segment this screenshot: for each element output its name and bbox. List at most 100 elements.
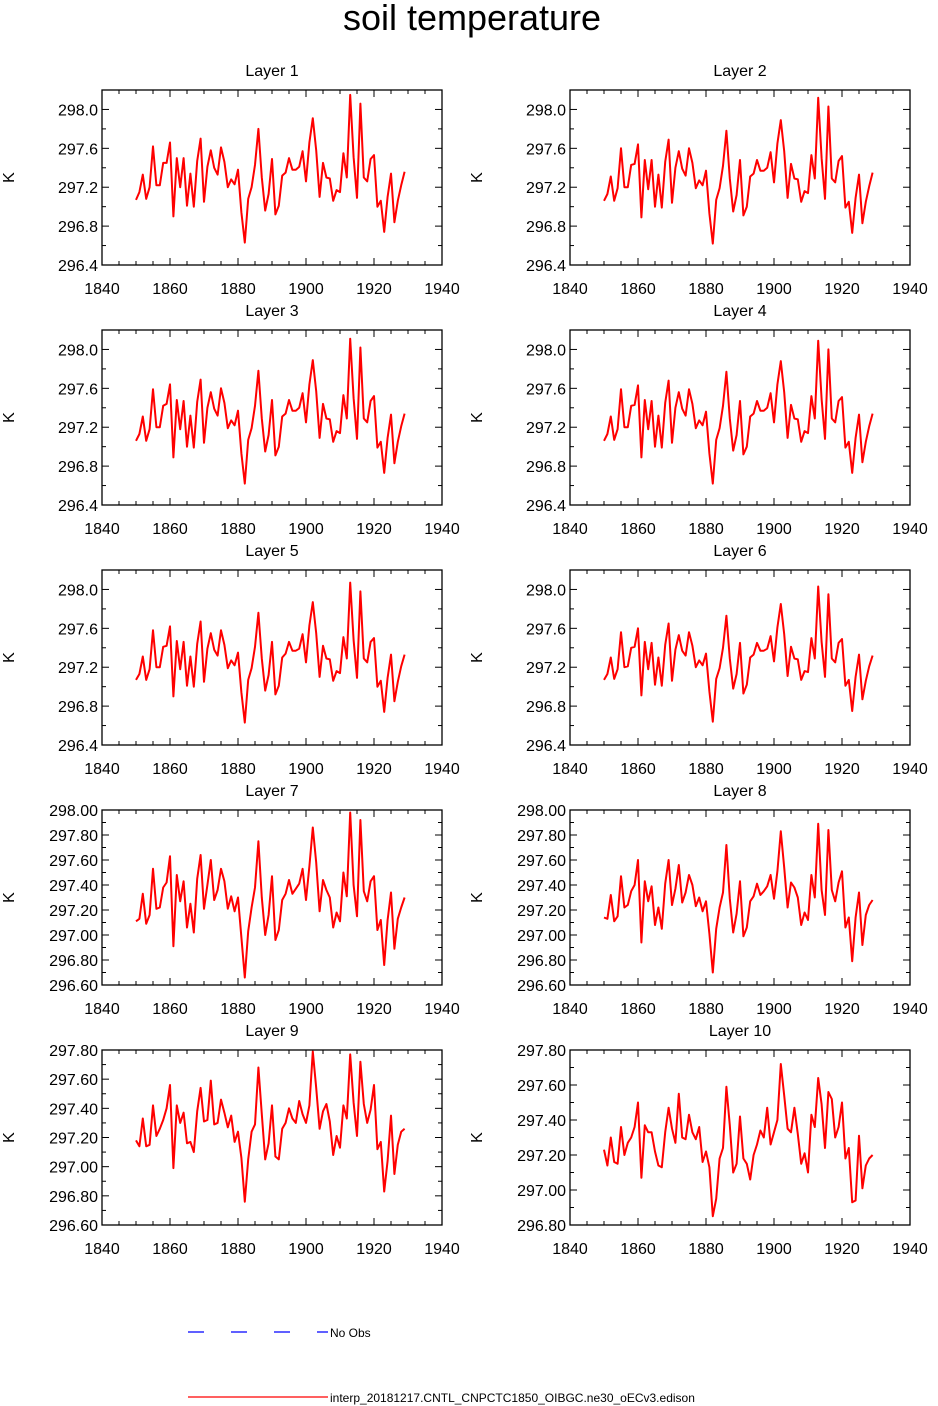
x-tick-label: 1840 xyxy=(84,761,120,778)
chart-panel-5: Layer 5 1840 1860 1880 1900 1920 1940 296.4 296.… xyxy=(1,543,460,778)
x-tick-label: 1940 xyxy=(424,1241,460,1258)
x-tick-label: 1840 xyxy=(552,761,588,778)
y-tick-label: 297.60 xyxy=(49,853,98,870)
y-tick-label: 296.8 xyxy=(526,219,566,236)
x-tick-label: 1920 xyxy=(356,281,392,298)
x-tick-label: 1860 xyxy=(152,1241,188,1258)
chart-title: Layer 3 xyxy=(245,303,298,320)
y-tick-label: 296.4 xyxy=(526,258,566,275)
legend-model-label: interp_20181217.CNTL_CNPCTC1850_OIBGC.ne… xyxy=(330,1391,695,1405)
y-axis-label: K xyxy=(1,172,18,183)
y-tick-label: 297.80 xyxy=(517,828,566,845)
y-tick-label: 297.2 xyxy=(526,420,566,437)
y-tick-label: 297.80 xyxy=(49,1043,98,1060)
plot-frame xyxy=(101,1049,443,1226)
chart-title: Layer 1 xyxy=(245,63,298,80)
chart-panel-2: Layer 2 1840 1860 1880 1900 1920 1940 296.4 296.… xyxy=(469,63,928,298)
chart-panel-8: Layer 8 1840 1860 1880 1900 1920 1940 296.60 296… xyxy=(469,783,928,1018)
x-tick-label: 1880 xyxy=(220,1241,256,1258)
x-tick-label: 1880 xyxy=(688,281,724,298)
series-line xyxy=(603,1063,874,1218)
x-tick-label: 1900 xyxy=(756,281,792,298)
legend-obs-label: No Obs xyxy=(330,1326,371,1340)
y-tick-label: 296.8 xyxy=(58,459,98,476)
x-tick-label: 1920 xyxy=(356,761,392,778)
y-tick-label: 298.0 xyxy=(58,102,98,119)
y-axis-label: K xyxy=(1,892,18,903)
y-tick-label: 298.0 xyxy=(526,582,566,599)
chart-panel-3: Layer 3 1840 1860 1880 1900 1920 1940 296.4 296.… xyxy=(1,303,460,538)
x-tick-label: 1900 xyxy=(288,1241,324,1258)
chart-title: Layer 7 xyxy=(245,783,298,800)
x-tick-label: 1900 xyxy=(288,1001,324,1018)
y-tick-label: 296.8 xyxy=(58,219,98,236)
y-tick-label: 296.80 xyxy=(49,953,98,970)
x-tick-label: 1920 xyxy=(356,521,392,538)
x-tick-label: 1900 xyxy=(756,521,792,538)
x-tick-label: 1940 xyxy=(892,1001,928,1018)
x-tick-label: 1920 xyxy=(356,1001,392,1018)
y-tick-label: 297.40 xyxy=(517,878,566,895)
x-tick-label: 1900 xyxy=(288,761,324,778)
y-tick-label: 297.2 xyxy=(58,180,98,197)
x-tick-label: 1940 xyxy=(892,1241,928,1258)
series-line xyxy=(135,337,406,485)
x-tick-label: 1860 xyxy=(152,761,188,778)
y-tick-label: 297.6 xyxy=(526,621,566,638)
x-tick-label: 1920 xyxy=(824,281,860,298)
y-tick-label: 298.00 xyxy=(49,803,98,820)
x-tick-label: 1840 xyxy=(84,521,120,538)
x-tick-label: 1880 xyxy=(220,281,256,298)
series-line xyxy=(135,93,406,244)
x-tick-label: 1860 xyxy=(152,521,188,538)
y-tick-label: 297.2 xyxy=(526,660,566,677)
y-tick-label: 296.60 xyxy=(517,978,566,995)
y-axis-label: K xyxy=(469,1132,486,1143)
y-tick-label: 297.6 xyxy=(58,621,98,638)
x-tick-label: 1860 xyxy=(620,281,656,298)
x-tick-label: 1940 xyxy=(892,761,928,778)
x-tick-label: 1920 xyxy=(356,1241,392,1258)
y-axis-label: K xyxy=(469,652,486,663)
x-tick-label: 1940 xyxy=(424,761,460,778)
legend: No Obs interp_20181217.CNTL_CNPCTC1850_O… xyxy=(188,1326,695,1405)
x-tick-label: 1840 xyxy=(84,281,120,298)
y-tick-label: 297.80 xyxy=(49,828,98,845)
x-tick-label: 1920 xyxy=(824,761,860,778)
x-tick-label: 1840 xyxy=(84,1241,120,1258)
y-tick-label: 296.8 xyxy=(526,699,566,716)
x-tick-label: 1880 xyxy=(688,761,724,778)
y-tick-label: 297.40 xyxy=(49,1101,98,1118)
x-tick-label: 1900 xyxy=(756,1001,792,1018)
x-tick-label: 1900 xyxy=(756,1241,792,1258)
y-tick-label: 297.6 xyxy=(526,381,566,398)
y-tick-label: 297.00 xyxy=(49,928,98,945)
y-axis-label: K xyxy=(469,892,486,903)
chart-title: Layer 4 xyxy=(713,303,766,320)
y-tick-label: 297.6 xyxy=(526,141,566,158)
chart-panel-1: Layer 1 1840 1860 1880 1900 1920 1940 296.4 296.… xyxy=(1,63,460,298)
x-tick-label: 1880 xyxy=(688,1001,724,1018)
x-tick-label: 1840 xyxy=(552,1241,588,1258)
x-tick-label: 1940 xyxy=(424,1001,460,1018)
y-axis-label: K xyxy=(469,412,486,423)
chart-panel-10: Layer 10 1840 1860 1880 1900 1920 1940 296.80 29… xyxy=(469,1023,928,1258)
series-line xyxy=(603,585,874,723)
x-tick-label: 1900 xyxy=(288,521,324,538)
x-tick-label: 1860 xyxy=(620,521,656,538)
chart-title: Layer 9 xyxy=(245,1023,298,1040)
x-tick-label: 1940 xyxy=(424,281,460,298)
y-tick-label: 296.80 xyxy=(517,1218,566,1235)
chart-title: Layer 2 xyxy=(713,63,766,80)
chart-title: Layer 8 xyxy=(713,783,766,800)
y-tick-label: 297.6 xyxy=(58,381,98,398)
y-tick-label: 297.40 xyxy=(49,878,98,895)
y-tick-label: 297.20 xyxy=(49,1131,98,1148)
x-tick-label: 1920 xyxy=(824,1001,860,1018)
x-tick-label: 1880 xyxy=(688,521,724,538)
series-line xyxy=(135,1050,406,1203)
x-tick-label: 1940 xyxy=(424,521,460,538)
y-tick-label: 297.2 xyxy=(58,660,98,677)
y-tick-label: 297.20 xyxy=(49,903,98,920)
